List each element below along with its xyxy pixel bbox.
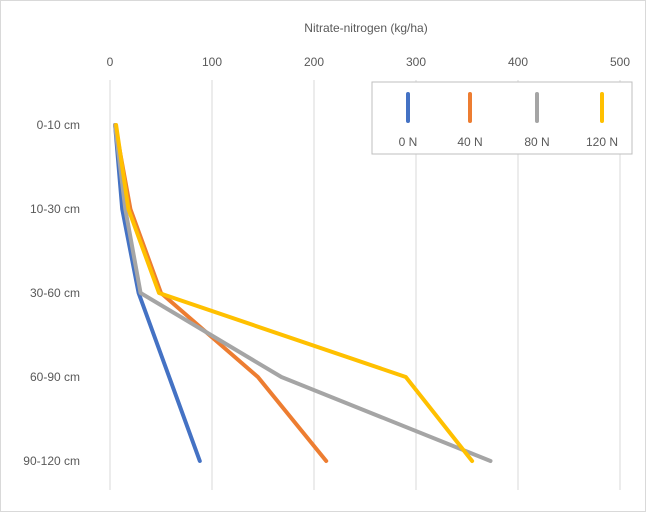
x-axis-title: Nitrate-nitrogen (kg/ha) [304,21,427,35]
x-tick-label: 0 [107,55,114,69]
legend: 0 N 40 N 80 N 120 N [371,81,633,155]
x-tick-label: 500 [610,55,630,69]
x-tick-label: 100 [202,55,222,69]
y-category-label: 10-30 cm [30,202,80,216]
legend-box [371,81,633,155]
x-tick-label: 400 [508,55,528,69]
legend-label: 40 N [457,135,482,149]
legend-label: 120 N [586,135,618,149]
series-line-80n [113,123,493,463]
y-category-label: 30-60 cm [30,286,80,300]
x-tick-labels: 0 100 200 300 400 500 [107,55,631,69]
legend-label: 0 N [399,135,418,149]
x-tick-label: 300 [406,55,426,69]
y-category-label: 60-90 cm [30,370,80,384]
y-category-label: 90-120 cm [23,454,80,468]
legend-label: 80 N [524,135,549,149]
series-line-120n [114,123,475,463]
x-tick-label: 200 [304,55,324,69]
y-category-label: 0-10 cm [37,118,80,132]
y-category-labels: 0-10 cm 10-30 cm 30-60 cm 60-90 cm 90-120 cm [23,118,80,468]
series-lines [113,123,493,463]
